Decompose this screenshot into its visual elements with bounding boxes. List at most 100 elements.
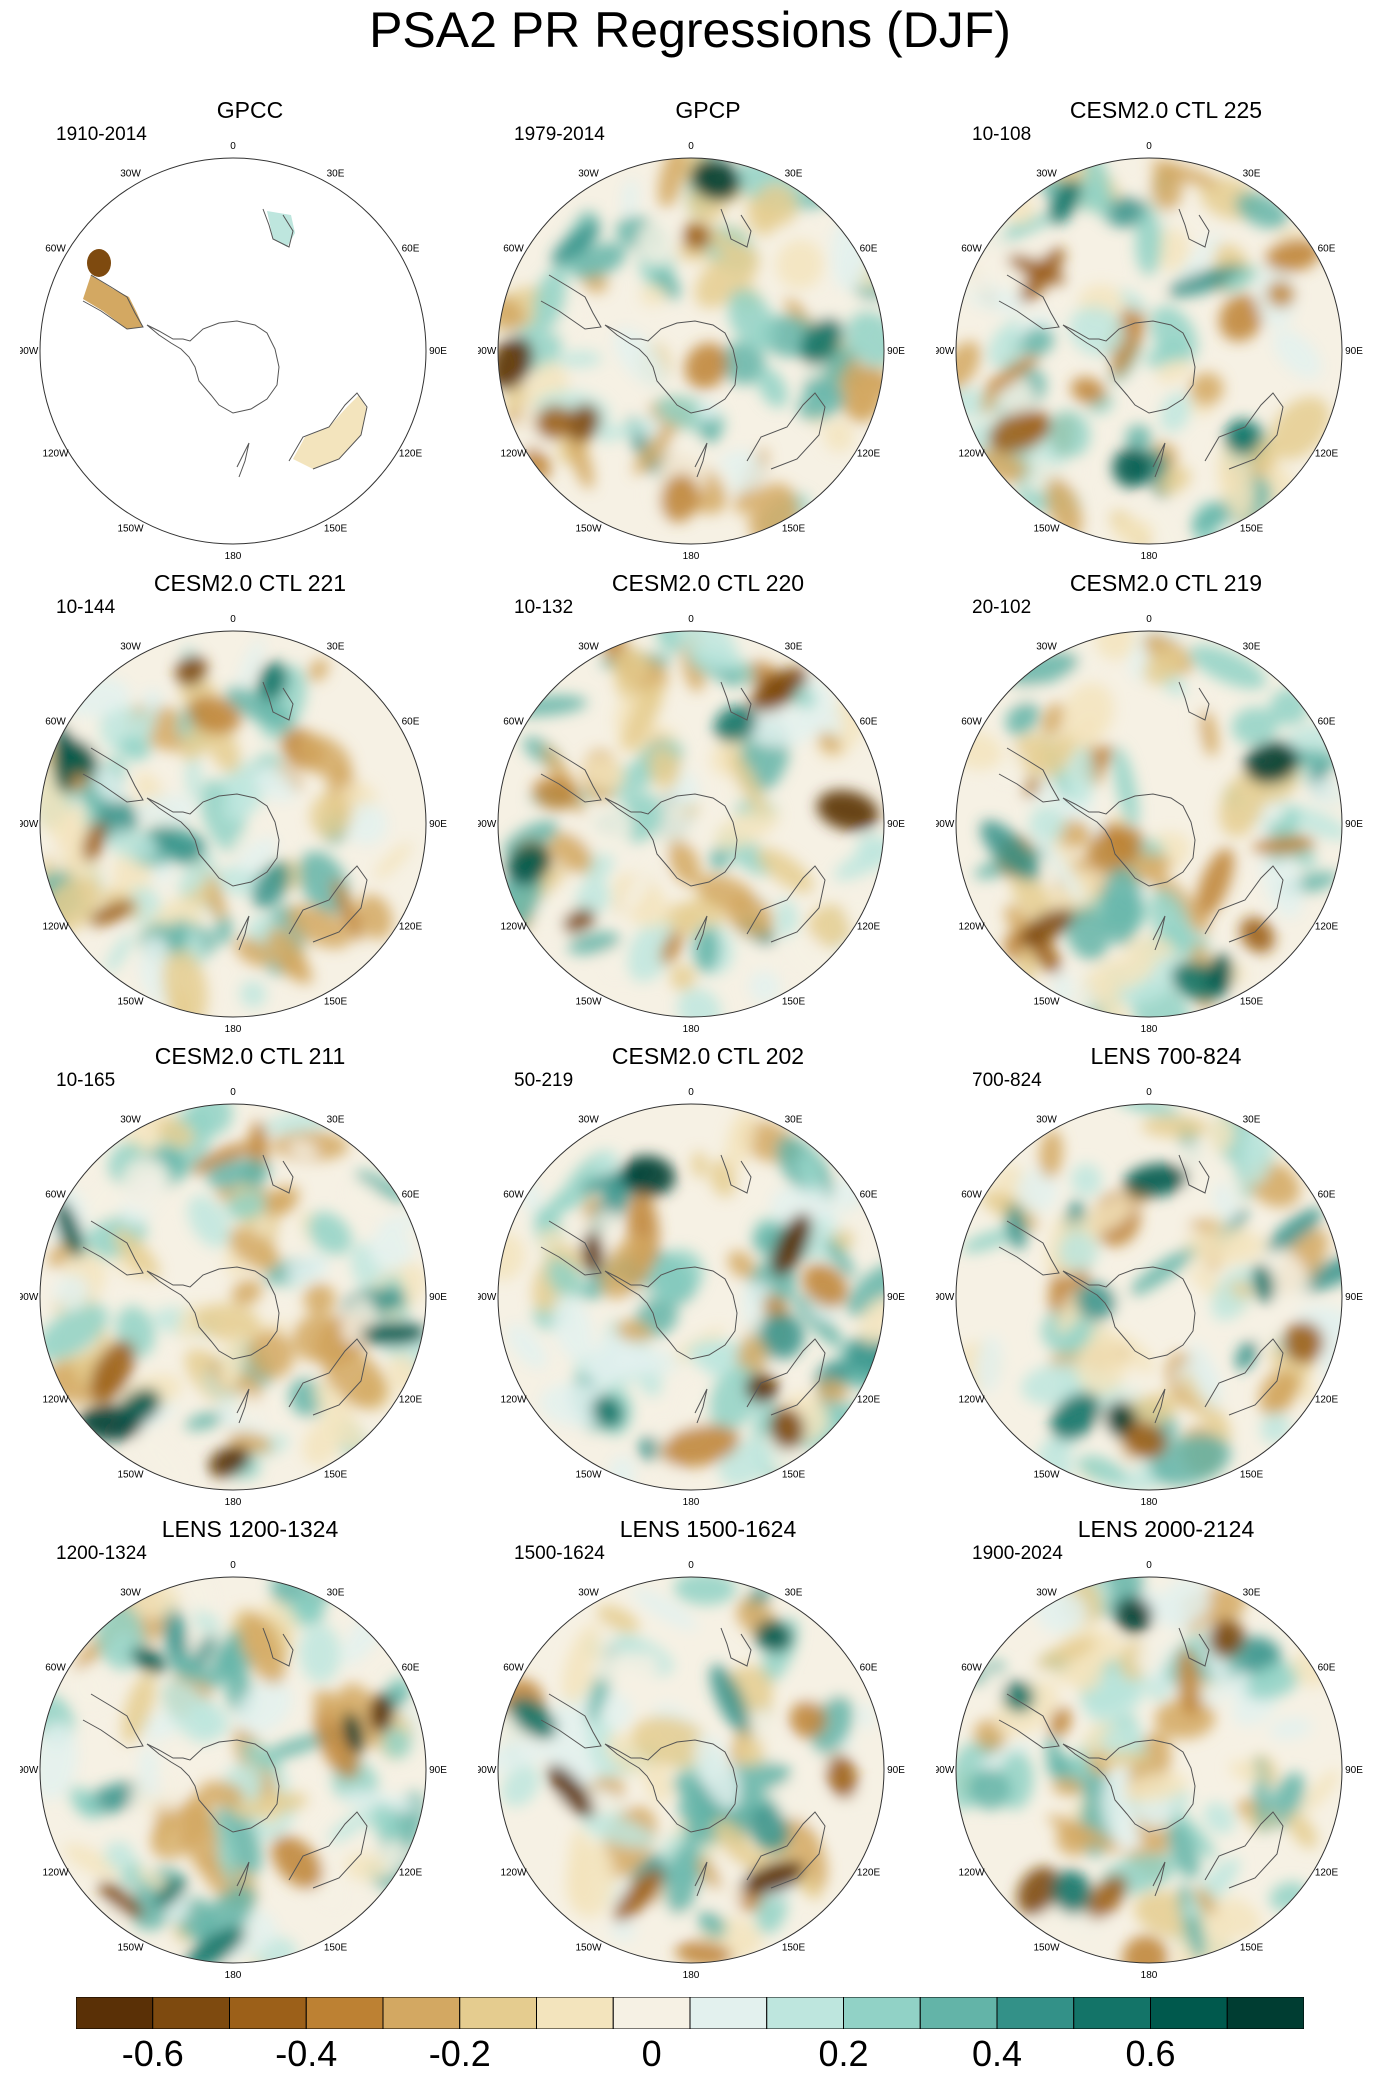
map-boundary bbox=[955, 1576, 1343, 1964]
longitude-label: 150W bbox=[117, 997, 144, 1008]
longitude-label: 60E bbox=[402, 1663, 420, 1674]
longitude-label: 60E bbox=[1318, 717, 1336, 728]
polar-map: 0 30E 60E 90E 120E 150E 180 150W 120W 90W 60W 30W bbox=[936, 1087, 1363, 1508]
panel-period: 1900-2024 bbox=[972, 1543, 1063, 1564]
longitude-label: 180 bbox=[225, 1970, 242, 1981]
longitude-label: 90W bbox=[478, 346, 497, 357]
longitude-label: 180 bbox=[683, 1024, 700, 1035]
longitude-label: 0 bbox=[688, 614, 694, 625]
longitude-label: 90E bbox=[887, 346, 905, 357]
map-boundary bbox=[955, 630, 1343, 1018]
colorbar-swatch bbox=[536, 1997, 614, 2029]
longitude-label: 120E bbox=[399, 449, 423, 460]
longitude-label: 150W bbox=[117, 1943, 144, 1954]
longitude-label: 0 bbox=[688, 141, 694, 152]
colorbar-label: 0.2 bbox=[818, 2033, 869, 2074]
longitude-label: 120E bbox=[1315, 449, 1339, 460]
colorbar-swatch bbox=[229, 1997, 307, 2029]
longitude-label: 30W bbox=[120, 169, 141, 180]
longitude-label: 180 bbox=[683, 1497, 700, 1508]
longitude-label: 150E bbox=[1240, 524, 1264, 535]
longitude-label: 120W bbox=[958, 1868, 985, 1879]
longitude-label: 60E bbox=[860, 244, 878, 255]
panel-title: LENS 700-824 bbox=[1090, 1043, 1242, 1069]
longitude-label: 0 bbox=[230, 1560, 236, 1571]
longitude-label: 90W bbox=[20, 1292, 39, 1303]
longitude-label: 120W bbox=[42, 1868, 69, 1879]
longitude-label: 0 bbox=[1146, 141, 1152, 152]
longitude-label: 120W bbox=[958, 922, 985, 933]
longitude-label: 150W bbox=[575, 1470, 602, 1481]
longitude-label: 150E bbox=[1240, 1470, 1264, 1481]
longitude-label: 90E bbox=[429, 1292, 447, 1303]
longitude-label: 30W bbox=[1036, 1588, 1057, 1599]
colorbar-swatch bbox=[459, 1997, 537, 2029]
polar-map: 0 30E 60E 90E 120E 150E 180 150W 120W 90W 60W 30W bbox=[478, 614, 905, 1035]
colorbar-swatch bbox=[689, 1997, 768, 2029]
panel-period: 1500-1624 bbox=[514, 1543, 605, 1564]
map-boundary bbox=[497, 630, 885, 1018]
panel-period: 1910-2014 bbox=[56, 124, 147, 145]
longitude-label: 150E bbox=[782, 997, 806, 1008]
longitude-label: 30E bbox=[785, 169, 803, 180]
longitude-label: 120W bbox=[42, 1395, 69, 1406]
longitude-label: 90W bbox=[936, 1765, 955, 1776]
longitude-label: 30W bbox=[578, 1115, 599, 1126]
panel-title: LENS 1500-1624 bbox=[619, 1516, 797, 1542]
longitude-label: 120W bbox=[500, 1395, 527, 1406]
panel-lens700: 0 30E 60E 90E 120E 150E 180 150W 120W 90W 60W 30W LE… bbox=[936, 1041, 1380, 1511]
panel-period: 10-165 bbox=[56, 1070, 116, 1091]
longitude-label: 90W bbox=[20, 346, 39, 357]
longitude-label: 120W bbox=[500, 922, 527, 933]
polar-map: 0 30E 60E 90E 120E 150E 180 150W 120W 90W 60W 30W bbox=[478, 1560, 905, 1981]
longitude-label: 150W bbox=[575, 997, 602, 1008]
figure-title: PSA2 PR Regressions (DJF) bbox=[369, 2, 1011, 58]
longitude-label: 60E bbox=[860, 1190, 878, 1201]
longitude-label: 180 bbox=[225, 1497, 242, 1508]
colorbar-label: -0.2 bbox=[428, 2033, 491, 2074]
longitude-label: 30W bbox=[578, 642, 599, 653]
map-boundary bbox=[39, 1103, 427, 1491]
colorbar-label: 0.6 bbox=[1125, 2033, 1176, 2074]
colorbar-swatch bbox=[612, 1997, 691, 2029]
longitude-label: 90W bbox=[20, 1765, 39, 1776]
longitude-label: 120E bbox=[1315, 922, 1339, 933]
map-boundary bbox=[497, 1576, 885, 1964]
panel-title: GPCP bbox=[675, 97, 741, 123]
longitude-label: 180 bbox=[1141, 1024, 1158, 1035]
longitude-label: 150W bbox=[575, 1943, 602, 1954]
longitude-label: 30E bbox=[785, 1115, 803, 1126]
longitude-label: 150W bbox=[1033, 1943, 1060, 1954]
colorbar-swatch bbox=[76, 1997, 154, 2029]
longitude-label: 120W bbox=[958, 449, 985, 460]
panel-title: CESM2.0 CTL 219 bbox=[1069, 570, 1263, 596]
longitude-label: 30E bbox=[785, 1588, 803, 1599]
longitude-label: 30E bbox=[327, 1115, 345, 1126]
panel-ctl225: 0 30E 60E 90E 120E 150E 180 150W 120W 90W 60W 30W CE… bbox=[936, 95, 1380, 565]
longitude-label: 90E bbox=[1345, 1292, 1363, 1303]
longitude-label: 0 bbox=[1146, 614, 1152, 625]
regression-field bbox=[498, 631, 884, 1017]
longitude-label: 90W bbox=[478, 1292, 497, 1303]
colorbar-swatch bbox=[843, 1997, 921, 2029]
panel-period: 10-108 bbox=[972, 124, 1032, 145]
regression-field bbox=[40, 1104, 426, 1490]
longitude-label: 90E bbox=[1345, 819, 1363, 830]
polar-map: 0 30E 60E 90E 120E 150E 180 150W 120W 90W 60W 30W bbox=[20, 141, 447, 562]
longitude-label: 90E bbox=[429, 819, 447, 830]
longitude-label: 120W bbox=[500, 1868, 527, 1879]
longitude-label: 180 bbox=[1141, 551, 1158, 562]
longitude-label: 60E bbox=[402, 244, 420, 255]
panel-ctl219: 0 30E 60E 90E 120E 150E 180 150W 120W 90W 60W 30W CE… bbox=[936, 568, 1380, 1038]
regression-field bbox=[40, 1577, 426, 1963]
longitude-label: 30E bbox=[1243, 169, 1261, 180]
longitude-label: 150E bbox=[782, 1470, 806, 1481]
longitude-label: 120E bbox=[857, 922, 881, 933]
longitude-label: 60W bbox=[45, 1190, 66, 1201]
panel-gpcc: 0 30E 60E 90E 120E 150E 180 150W 120W 90W 60W 30W GP… bbox=[20, 95, 480, 565]
longitude-label: 150E bbox=[782, 1943, 806, 1954]
longitude-label: 120W bbox=[958, 1395, 985, 1406]
longitude-label: 120E bbox=[1315, 1868, 1339, 1879]
longitude-label: 60W bbox=[45, 717, 66, 728]
longitude-label: 60W bbox=[45, 244, 66, 255]
